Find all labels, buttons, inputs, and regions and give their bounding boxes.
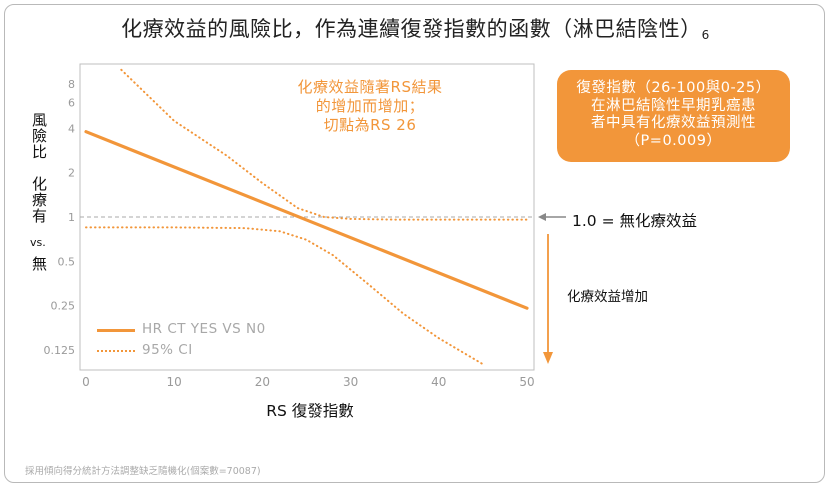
- footnote: 採用傾向得分統計方法調整缺乏隨機化(個案數=70087): [25, 466, 261, 477]
- reference-line-label: 1.0 = 無化療效益: [572, 212, 697, 230]
- reference-arrow-head: [538, 213, 546, 221]
- benefit-arrow-head: [543, 352, 553, 364]
- y-label-line-1: 風險比: [30, 112, 48, 160]
- x-tick-label: 30: [343, 375, 358, 389]
- x-tick-label: 50: [519, 375, 534, 389]
- x-tick-label: 0: [82, 375, 90, 389]
- ci-upper-line: [120, 68, 528, 221]
- y-tick-label: 2: [68, 167, 75, 180]
- y-tick-label: 0.125: [44, 344, 76, 357]
- y-tick-label: 0.25: [51, 300, 76, 313]
- chart-title: 化療效益的風險比，作為連續復發指數的函數（淋巴結陰性）6: [121, 17, 710, 42]
- y-tick-label: 4: [68, 122, 75, 135]
- ci-lower-line: [85, 226, 484, 366]
- y-tick-label: 1: [68, 211, 75, 224]
- legend-swatch-dotted: [97, 350, 135, 352]
- x-tick-label: 10: [167, 375, 182, 389]
- y-tick-label: 6: [68, 96, 75, 109]
- callout-box: 復發指數（26-100與0-25） 在淋巴結陰性早期乳癌患 者中具有化療效益預測…: [557, 70, 790, 162]
- benefit-arrow-label: 化療效益增加: [567, 289, 648, 305]
- y-tick-label: 0.5: [58, 255, 76, 268]
- annotation-text: 化療效益隨著RS結果 的增加而增加； 切點為RS 26: [297, 78, 443, 134]
- x-axis-label: RS 復發指數: [266, 402, 354, 420]
- legend-label-ci: 95% CI: [142, 342, 193, 358]
- x-tick-label: 20: [255, 375, 270, 389]
- legend-swatch-solid: [97, 329, 135, 332]
- x-tick-label: 40: [431, 375, 446, 389]
- legend-label-hr: HR CT YES VS N0: [142, 321, 266, 337]
- y-label-line-4: 無: [30, 256, 48, 272]
- title-reference: 6: [701, 28, 710, 42]
- y-label-line-2: 化療有: [30, 176, 48, 224]
- hazard-ratio-line: [84, 130, 529, 310]
- y-label-line-3: vs.: [30, 236, 46, 249]
- y-tick-label: 8: [68, 78, 75, 91]
